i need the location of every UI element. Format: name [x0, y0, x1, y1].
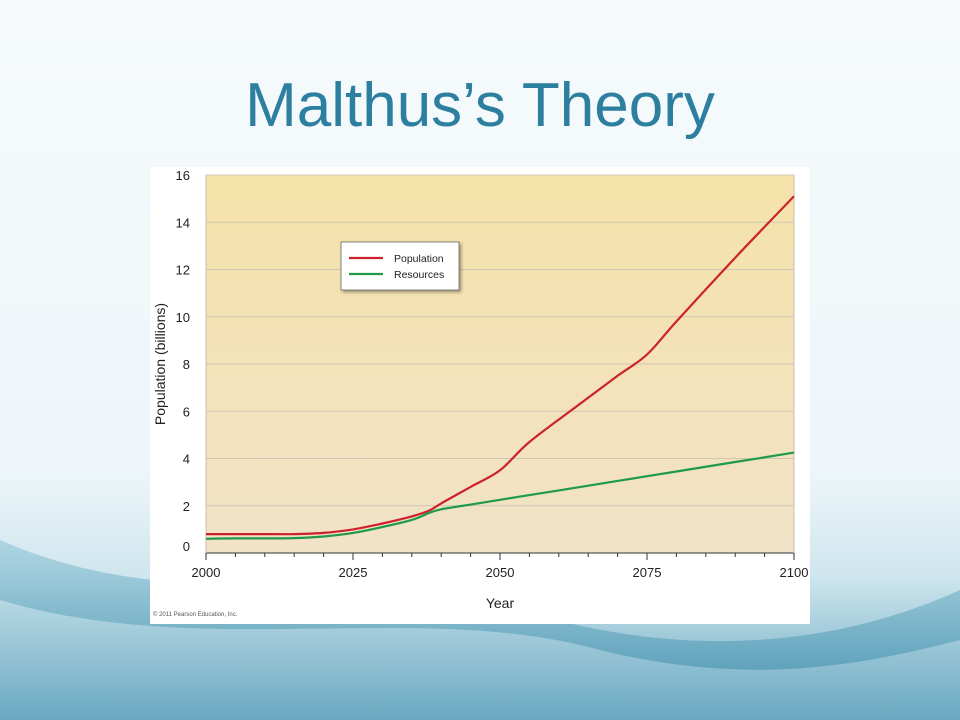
copyright-notice: © 2011 Pearson Education, Inc.	[153, 612, 238, 618]
series-line-resources	[205, 451, 795, 540]
background-wave-light	[0, 600, 960, 720]
x-tick-label: 2075	[633, 565, 662, 580]
x-tick-label: 2050	[486, 565, 515, 580]
chart-figure: 0 2 4 6 8 10 12 14 16 2000 2025 2050 2075 2100 Year …	[150, 167, 810, 624]
x-tick-label: 2025	[339, 565, 368, 580]
y-tick-label: 14	[176, 215, 190, 230]
y-tick-labels: 0 2 4 6 8 10 12 14 16	[176, 168, 190, 554]
x-tick-labels: 2000 2025 2050 2075 2100	[192, 565, 809, 580]
y-tick-label: 12	[176, 263, 190, 278]
y-tick-label: 2	[183, 499, 190, 514]
y-tick-label: 10	[176, 310, 190, 325]
x-tick-label: 2100	[780, 565, 809, 580]
axes	[205, 175, 795, 560]
legend-label-population: Population	[394, 253, 444, 265]
y-axis-label: Population (billions)	[152, 303, 168, 425]
series-layer	[205, 195, 795, 540]
series-line-population	[205, 195, 795, 536]
y-tick-label: 8	[183, 357, 190, 372]
y-tick-label: 4	[183, 452, 190, 467]
legend: Population Resources	[340, 241, 460, 291]
legend-label-resources: Resources	[394, 269, 444, 281]
y-tick-label: 16	[176, 168, 190, 183]
x-axis-label: Year	[486, 595, 515, 611]
y-tick-label: 0	[183, 539, 190, 554]
legend-box	[340, 241, 460, 291]
grid-lines	[206, 174, 794, 507]
y-tick-label: 6	[183, 404, 190, 419]
x-tick-label: 2000	[192, 565, 221, 580]
slide-title: Malthus’s Theory	[245, 71, 715, 140]
